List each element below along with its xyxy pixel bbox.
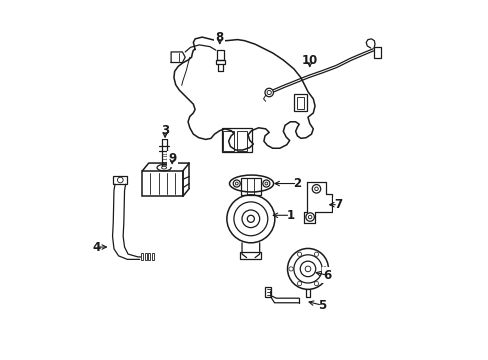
Text: 3: 3 <box>161 124 169 137</box>
Text: 10: 10 <box>301 54 317 67</box>
Text: 6: 6 <box>323 269 331 282</box>
Bar <box>240 252 261 259</box>
Bar <box>296 98 303 109</box>
Bar <box>113 176 127 184</box>
Text: 5: 5 <box>317 299 325 312</box>
Bar <box>141 253 142 260</box>
Bar <box>221 129 251 153</box>
Text: 1: 1 <box>285 209 294 222</box>
Bar <box>374 47 381 58</box>
Text: 7: 7 <box>333 198 341 211</box>
Bar <box>216 60 224 64</box>
Bar <box>241 178 260 195</box>
Text: 4: 4 <box>92 240 100 253</box>
Bar <box>264 287 270 297</box>
Bar <box>217 50 223 60</box>
Text: 9: 9 <box>168 152 176 165</box>
Bar <box>152 253 154 260</box>
Bar <box>148 253 150 260</box>
Bar <box>223 131 233 151</box>
Bar <box>144 253 146 260</box>
Text: 8: 8 <box>215 31 224 44</box>
Bar <box>236 131 247 151</box>
Bar <box>293 94 306 111</box>
Bar <box>142 171 183 196</box>
Text: 2: 2 <box>293 177 301 190</box>
